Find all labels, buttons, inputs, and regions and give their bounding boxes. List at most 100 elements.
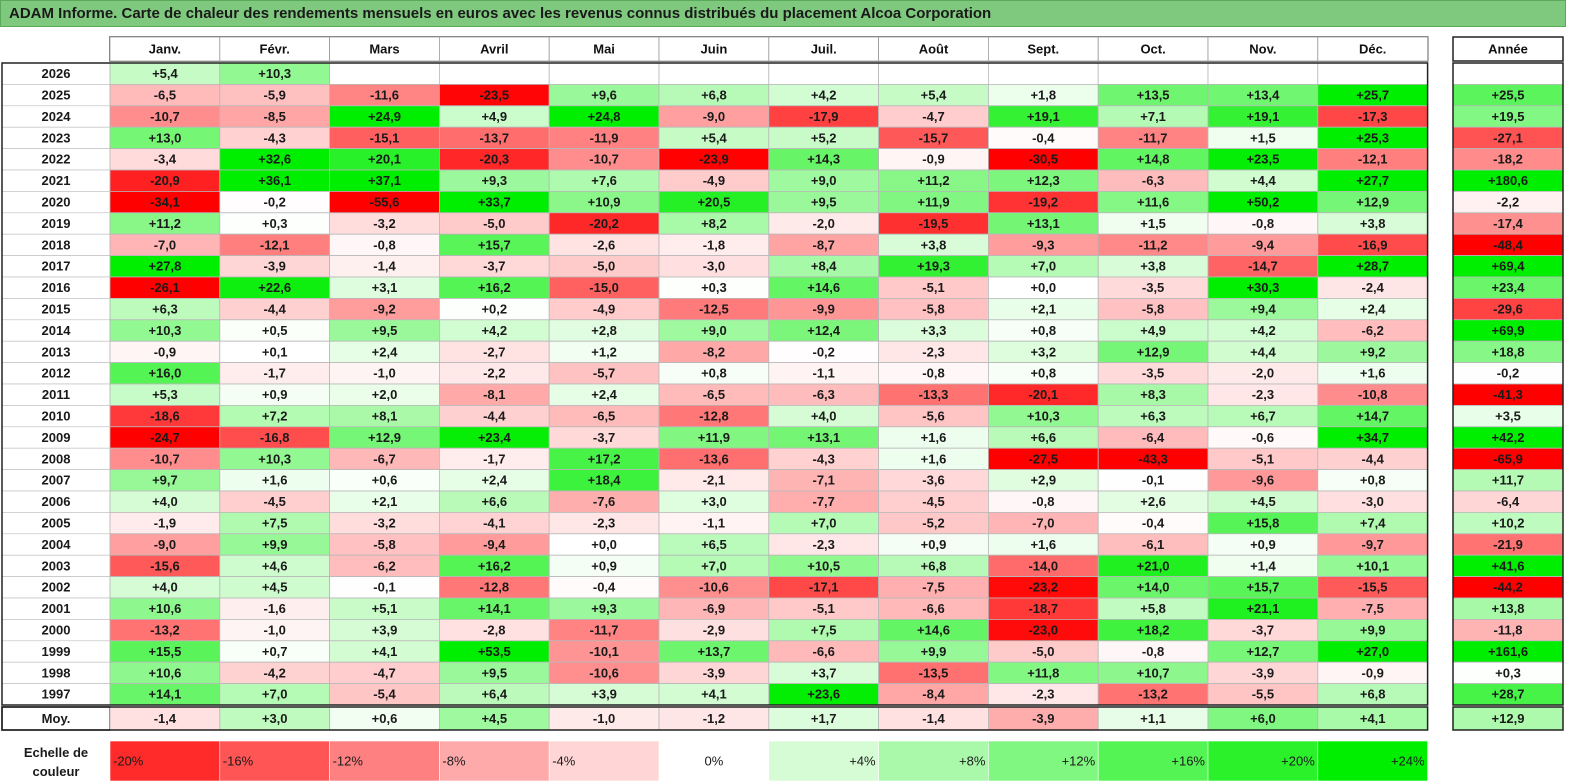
heatmap-cell-value: -15,7 [919,130,949,145]
year-total-value: +25,5 [1492,88,1525,103]
month-header-label: Juil. [811,41,837,56]
month-header-label: Oct. [1140,41,1165,56]
heatmap-cell [1207,62,1319,85]
heatmap-cell-value: +1,4 [1250,558,1276,573]
heatmap-cell [988,62,1099,85]
heatmap-cell-value: +7,5 [811,623,837,638]
heatmap-cell-value: -23,9 [699,152,729,167]
heatmap-cell-value: +18,2 [1137,623,1170,638]
heatmap-cell-value: -12,8 [699,409,729,424]
heatmap-cell-value: -3,7 [483,259,505,274]
heatmap-cell-value: -2,3 [922,344,944,359]
color-scale-swatch [768,740,879,782]
heatmap-cell-value: +8,1 [372,409,398,424]
heatmap-cell-value: +10,1 [1356,558,1389,573]
heatmap-cell-value: +0,8 [1030,323,1056,338]
year-total-value: -29,6 [1493,302,1523,317]
average-row-frame [1,706,1429,731]
heatmap-cell-value: +23,6 [807,687,840,702]
heatmap-cell-value: +7,4 [1360,516,1386,531]
heatmap-cell-value: +14,1 [148,687,181,702]
heatmap-cell-value: +21,1 [1246,601,1279,616]
heatmap-cell-value: +9,5 [811,195,837,210]
heatmap-cell-value: +3,8 [921,237,947,252]
heatmap-cell-value: +4,6 [262,558,288,573]
heatmap-cell-value: -12,1 [260,237,290,252]
heatmap-cell-value: +5,1 [372,601,398,616]
heatmap-cell-value: -11,7 [1139,130,1168,145]
heatmap-cell-value: -1,0 [593,711,615,726]
heatmap-cell-value: +9,0 [811,173,837,188]
year-total-value: -48,4 [1493,237,1523,252]
heatmap-cell-value: +4,5 [1250,494,1276,509]
heatmap-cell-value: -14,7 [1248,259,1278,274]
heatmap-cell-value: -0,8 [1252,216,1274,231]
heatmap-cell-value: +0,9 [921,537,947,552]
heatmap-cell-value: -13,2 [150,623,180,638]
heatmap-cell-value: -2,0 [812,216,834,231]
heatmap-cell-value: +3,1 [372,280,398,295]
heatmap-cell-value: -6,3 [812,387,834,402]
heatmap-cell-value: +9,0 [701,323,727,338]
grid-frame [1,62,1429,706]
month-header-label: Avril [480,41,508,56]
row-label: 1998 [42,665,71,680]
heatmap-cell-value: -1,0 [263,623,285,638]
heatmap-cell-value: -4,3 [263,130,285,145]
color-scale-swatch [109,740,221,782]
heatmap-cell-value: -1,7 [483,451,505,466]
heatmap-cell-value: -4,4 [263,302,286,317]
year-total-value: +0,3 [1495,665,1521,680]
year-total-value: +69,9 [1492,323,1525,338]
heatmap-cell-value: +15,8 [1246,516,1279,531]
year-total-value: +3,5 [1495,409,1521,424]
heatmap-cell-value: +22,6 [258,280,291,295]
heatmap-cell-value: +7,5 [262,516,288,531]
heatmap-cell-value: +33,7 [478,195,511,210]
heatmap-cell [878,62,989,85]
heatmap-cell-value: -3,5 [1142,366,1164,381]
heatmap-cell-value: -1,1 [812,366,834,381]
row-label: 2018 [42,237,71,252]
heatmap-cell-value: +4,2 [811,88,837,103]
heatmap-cell-value: -11,7 [590,623,619,638]
row-label: 2025 [42,88,71,103]
color-scale-stop-label: +12% [1062,753,1096,768]
heatmap-cell-value: -2,0 [1252,366,1274,381]
heatmap-cell-value: -3,4 [154,152,177,167]
heatmap-cell-value: +0,8 [1360,473,1386,488]
heatmap-cell-value: +6,8 [1360,687,1386,702]
heatmap-cell-value: -18,7 [1028,601,1058,616]
heatmap-cell-value: +19,3 [917,259,950,274]
heatmap-cell-value: +0,8 [701,366,727,381]
heatmap-cell-value: -12,5 [699,302,729,317]
heatmap-cell-value: +3,8 [1360,216,1386,231]
heatmap-cell-value: +2,4 [481,473,507,488]
heatmap-cell-value: +6,3 [152,302,178,317]
heatmap-cell-value: +10,5 [807,558,840,573]
heatmap-cell-value: +14,0 [1137,580,1170,595]
heatmap-cell-value: -7,0 [154,237,176,252]
year-total-value: +180,6 [1488,173,1528,188]
heatmap-cell-value: +0,1 [262,344,288,359]
heatmap-cell-value: +27,7 [1356,173,1389,188]
heatmap-cell-value: +2,1 [372,494,398,509]
year-total-value: +19,5 [1492,109,1525,124]
heatmap-cell [438,62,550,85]
heatmap-cell-value: -4,1 [483,516,505,531]
heatmap-cell-value: -3,0 [1361,494,1383,509]
row-label: 2026 [42,66,71,81]
heatmap-cell-value: -7,5 [1361,601,1383,616]
row-label: 2001 [42,601,71,616]
month-header-label: Mars [369,41,399,56]
heatmap-cell-value: +4,4 [1250,344,1276,359]
heatmap-cell-value: +14,7 [1356,409,1389,424]
heatmap-cell-value: +27,0 [1356,644,1389,659]
heatmap-cell-value: +53,5 [478,644,511,659]
color-scale-swatch [658,740,770,782]
color-scale-swatch [878,740,989,782]
heatmap-cell-value: +13,0 [148,130,181,145]
heatmap-cell-value: +8,3 [1140,387,1166,402]
heatmap-cell-value: -27,5 [1028,451,1058,466]
heatmap-cell-value: -6,7 [373,451,395,466]
